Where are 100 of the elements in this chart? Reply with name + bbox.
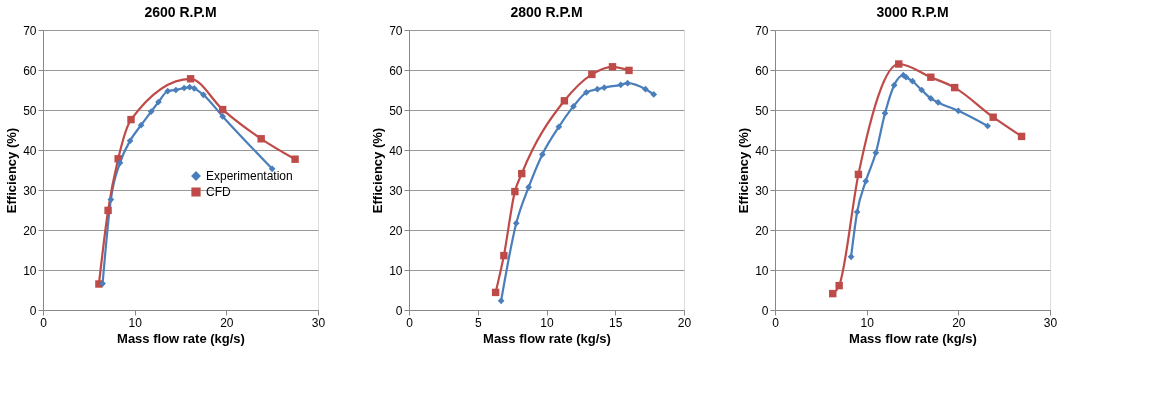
y-tick-label: 20 (23, 223, 37, 238)
x-axis-title: Mass flow rate (kg/s) (483, 330, 611, 346)
point (881, 109, 889, 117)
point (588, 70, 596, 79)
x-tick-label: 0 (40, 315, 48, 330)
y-tick-label: 60 (23, 63, 37, 78)
y-tick-label: 70 (389, 23, 403, 38)
point (127, 115, 135, 124)
y-tick-label: 10 (755, 263, 769, 278)
y-tick-label: 40 (755, 143, 769, 158)
point (853, 208, 861, 216)
y-tick-label: 50 (389, 103, 403, 118)
point (872, 149, 880, 157)
point (650, 91, 658, 98)
point (291, 155, 299, 163)
chart-title: 3000 R.P.M (876, 4, 949, 20)
y-tick-label: 40 (389, 143, 403, 158)
point (847, 253, 855, 261)
point (99, 280, 106, 287)
x-axis-title: Mass flow rate (kg/s) (849, 330, 977, 346)
y-tick-label: 30 (23, 183, 37, 198)
legend-label: CFD (206, 185, 231, 199)
point (624, 79, 631, 87)
point (164, 87, 172, 95)
point (642, 85, 649, 93)
point (895, 60, 903, 68)
point (525, 183, 532, 191)
point (172, 86, 180, 94)
y-tick-label: 50 (23, 103, 37, 118)
point (107, 196, 115, 203)
point (219, 113, 227, 120)
point (927, 95, 935, 102)
y-tick-label: 0 (395, 303, 403, 318)
point (617, 81, 625, 89)
y-tick-label: 10 (389, 263, 403, 278)
x-tick-label: 0 (406, 315, 414, 330)
point (625, 66, 633, 75)
point (126, 137, 134, 145)
point (594, 85, 601, 93)
y-tick-label: 30 (389, 183, 403, 198)
point (500, 251, 508, 260)
x-tick-label: 30 (311, 315, 326, 330)
point (984, 122, 992, 130)
point (600, 84, 608, 91)
y-tick-label: 30 (755, 183, 769, 198)
point (512, 219, 520, 227)
x-tick-label: 10 (860, 315, 875, 330)
y-tick-label: 20 (389, 223, 403, 238)
point (862, 177, 870, 185)
point (200, 91, 207, 99)
point (180, 84, 188, 92)
x-axis-title: Mass flow rate (kg/s) (117, 330, 245, 346)
point (190, 85, 198, 92)
x-tick-label: 10 (540, 315, 554, 330)
x-tick-label: 20 (952, 315, 966, 330)
x-tick-label: 0 (772, 315, 780, 330)
point (954, 107, 962, 115)
y-tick-label: 60 (755, 63, 769, 78)
legend-label: Experimentation (206, 169, 293, 183)
y-tick-label: 40 (23, 143, 37, 158)
y-tick-label: 10 (23, 263, 37, 278)
x-tick-label: 30 (1043, 315, 1058, 330)
y-tick-label: 60 (389, 63, 403, 78)
point (137, 121, 145, 129)
x-tick-label: 20 (220, 315, 234, 330)
x-tick-label: 5 (474, 315, 482, 330)
x-tick-label: 20 (677, 315, 692, 330)
point (497, 297, 505, 305)
y-axis-title: Efficiency (%) (370, 127, 386, 214)
y-tick-label: 70 (23, 23, 37, 38)
point (147, 108, 155, 115)
point (539, 151, 546, 158)
point (927, 73, 935, 81)
point (257, 135, 265, 143)
point (511, 187, 519, 196)
point (989, 113, 997, 121)
point (835, 281, 843, 290)
point (560, 97, 569, 105)
point (570, 103, 577, 110)
point (583, 89, 590, 96)
point (186, 75, 195, 83)
point (909, 77, 916, 85)
x-tick-label: 10 (128, 315, 143, 330)
y-tick-label: 0 (29, 303, 37, 318)
chart-title: 2600 R.P.M (144, 4, 217, 20)
y-axis-title: Efficiency (%) (4, 127, 20, 214)
x-tick-label: 15 (609, 315, 623, 330)
point (104, 206, 112, 215)
point (934, 99, 942, 106)
point (918, 86, 926, 94)
y-tick-label: 20 (755, 223, 769, 238)
point (116, 159, 124, 167)
y-tick-label: 50 (755, 103, 769, 118)
y-tick-label: 0 (761, 303, 769, 318)
point (890, 81, 898, 89)
point (555, 123, 563, 131)
chart-title: 2800 R.P.M (510, 4, 583, 20)
y-axis-title: Efficiency (%) (736, 127, 752, 214)
y-tick-label: 70 (755, 23, 769, 38)
point (608, 63, 617, 71)
